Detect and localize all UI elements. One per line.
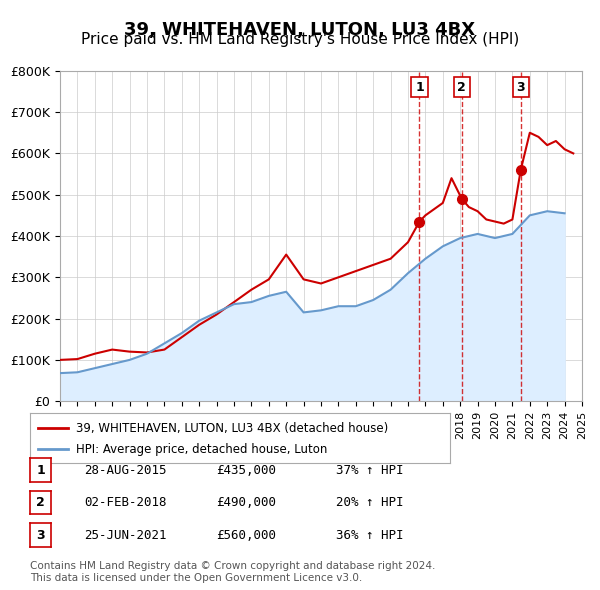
Text: 3: 3: [517, 81, 525, 94]
Text: 37% ↑ HPI: 37% ↑ HPI: [336, 464, 404, 477]
Text: £560,000: £560,000: [216, 529, 276, 542]
Text: 1: 1: [415, 81, 424, 94]
Text: 36% ↑ HPI: 36% ↑ HPI: [336, 529, 404, 542]
Text: 20% ↑ HPI: 20% ↑ HPI: [336, 496, 404, 509]
Text: 02-FEB-2018: 02-FEB-2018: [84, 496, 167, 509]
Text: £435,000: £435,000: [216, 464, 276, 477]
Text: 1: 1: [36, 464, 45, 477]
Text: Price paid vs. HM Land Registry's House Price Index (HPI): Price paid vs. HM Land Registry's House …: [81, 32, 519, 47]
Text: 39, WHITEHAVEN, LUTON, LU3 4BX: 39, WHITEHAVEN, LUTON, LU3 4BX: [124, 21, 476, 39]
Text: 28-AUG-2015: 28-AUG-2015: [84, 464, 167, 477]
Text: 25-JUN-2021: 25-JUN-2021: [84, 529, 167, 542]
Text: HPI: Average price, detached house, Luton: HPI: Average price, detached house, Luto…: [76, 442, 328, 455]
Text: £490,000: £490,000: [216, 496, 276, 509]
Text: Contains HM Land Registry data © Crown copyright and database right 2024.
This d: Contains HM Land Registry data © Crown c…: [30, 561, 436, 583]
Text: 3: 3: [36, 529, 45, 542]
Text: 39, WHITEHAVEN, LUTON, LU3 4BX (detached house): 39, WHITEHAVEN, LUTON, LU3 4BX (detached…: [76, 421, 388, 435]
Text: 2: 2: [36, 496, 45, 509]
Text: 2: 2: [457, 81, 466, 94]
